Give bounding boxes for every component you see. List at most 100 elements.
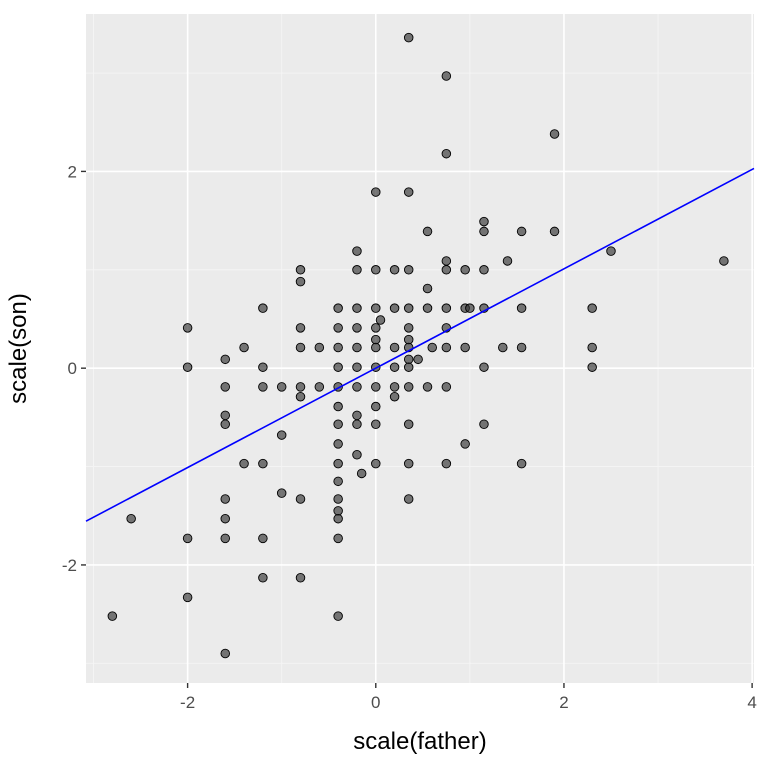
scatter-point bbox=[441, 148, 452, 159]
scatter-point bbox=[403, 32, 414, 43]
scatter-point bbox=[276, 430, 287, 440]
scatter-point bbox=[220, 648, 230, 659]
scatter-point bbox=[460, 265, 470, 275]
y-tick-label: 2 bbox=[68, 162, 77, 181]
scatter-point bbox=[403, 303, 414, 313]
panel-background bbox=[86, 14, 754, 683]
scatter-point bbox=[295, 342, 306, 353]
scatter-point bbox=[258, 362, 268, 372]
scatter-point bbox=[371, 401, 381, 412]
scatter-point bbox=[220, 419, 230, 430]
scatter-point bbox=[422, 303, 433, 313]
scatter-point bbox=[498, 342, 508, 353]
scatter-point bbox=[352, 419, 362, 430]
scatter-point bbox=[258, 533, 268, 544]
regression-line bbox=[85, 167, 755, 522]
scatter-point bbox=[126, 513, 136, 524]
scatter-point bbox=[403, 265, 414, 275]
scatter-point bbox=[389, 391, 400, 402]
scatter-point bbox=[371, 419, 381, 430]
scatter-point bbox=[333, 362, 343, 372]
scatter-point bbox=[333, 494, 343, 504]
scatter-point bbox=[441, 256, 452, 266]
scatter-point bbox=[371, 458, 381, 469]
scatter-point bbox=[413, 354, 423, 365]
scatter-point bbox=[220, 410, 230, 421]
scatter-point bbox=[333, 513, 343, 524]
scatter-point bbox=[371, 334, 381, 345]
scatter-point bbox=[295, 572, 306, 583]
x-tick-label: 2 bbox=[559, 693, 568, 712]
scatter-point bbox=[606, 246, 616, 256]
scatter-point bbox=[352, 265, 362, 275]
scatter-point bbox=[352, 303, 362, 313]
scatter-point bbox=[295, 276, 306, 287]
scatter-point bbox=[460, 439, 470, 449]
scatter-point bbox=[422, 226, 433, 237]
scatter-point bbox=[314, 342, 325, 353]
scatter-point bbox=[258, 382, 268, 392]
scatter-point bbox=[182, 362, 193, 372]
scatter-point bbox=[107, 611, 118, 621]
scatter-point bbox=[479, 265, 489, 275]
scatter-point bbox=[465, 303, 475, 313]
scatter-point bbox=[587, 362, 597, 372]
scatter-point bbox=[516, 303, 527, 313]
scatter-point bbox=[333, 401, 343, 412]
scatter-point bbox=[182, 533, 193, 544]
scatter-point bbox=[333, 476, 343, 487]
scatter-point bbox=[587, 303, 597, 313]
scatter-point bbox=[182, 592, 193, 603]
scatter-point bbox=[352, 410, 362, 421]
scatter-point bbox=[389, 382, 400, 392]
scatter-point bbox=[441, 342, 452, 353]
scatter-point bbox=[276, 488, 287, 498]
scatter-point bbox=[516, 458, 527, 469]
scatter-point bbox=[516, 226, 527, 237]
scatter-point bbox=[403, 354, 414, 365]
scatter-point bbox=[441, 303, 452, 313]
y-tick-label: 0 bbox=[68, 359, 77, 378]
scatter-point bbox=[479, 419, 489, 430]
scatter-point bbox=[460, 342, 470, 353]
scatter-point bbox=[258, 572, 268, 583]
scatter-point bbox=[352, 342, 362, 353]
scatter-point bbox=[333, 533, 343, 544]
scatter-point bbox=[441, 71, 452, 81]
scatter-point bbox=[182, 323, 193, 333]
scatter-point bbox=[403, 458, 414, 469]
scatter-point bbox=[352, 323, 362, 333]
x-tick-label: 4 bbox=[747, 693, 756, 712]
scatter-point bbox=[549, 129, 560, 139]
scatter-point bbox=[422, 283, 433, 294]
scatter-point bbox=[276, 382, 287, 392]
scatter-point bbox=[479, 226, 489, 237]
scatter-point bbox=[479, 216, 489, 227]
scatter-point bbox=[258, 303, 268, 313]
scatter-point bbox=[352, 450, 362, 460]
scatter-point bbox=[403, 334, 414, 345]
scatter-point bbox=[356, 468, 367, 479]
scatter-point bbox=[333, 611, 343, 621]
scatter-point bbox=[441, 382, 452, 392]
scatter-point bbox=[258, 458, 268, 469]
y-tick-label: -2 bbox=[62, 556, 77, 575]
scatter-point bbox=[220, 513, 230, 524]
scatter-point bbox=[295, 494, 306, 504]
scatter-point bbox=[427, 342, 437, 353]
axis-ticks bbox=[81, 170, 753, 688]
scatter-point bbox=[333, 342, 343, 353]
scatter-point bbox=[220, 354, 230, 365]
scatter-point bbox=[333, 303, 343, 313]
scatter-point bbox=[389, 362, 400, 372]
scatter-point bbox=[371, 382, 381, 392]
scatter-point bbox=[333, 323, 343, 333]
scatter-point bbox=[441, 458, 452, 469]
grid-major bbox=[86, 14, 754, 683]
scatter-point bbox=[549, 226, 560, 237]
y-axis-title: scale(son) bbox=[5, 293, 32, 404]
scatter-point bbox=[295, 382, 306, 392]
scatter-point bbox=[389, 265, 400, 275]
